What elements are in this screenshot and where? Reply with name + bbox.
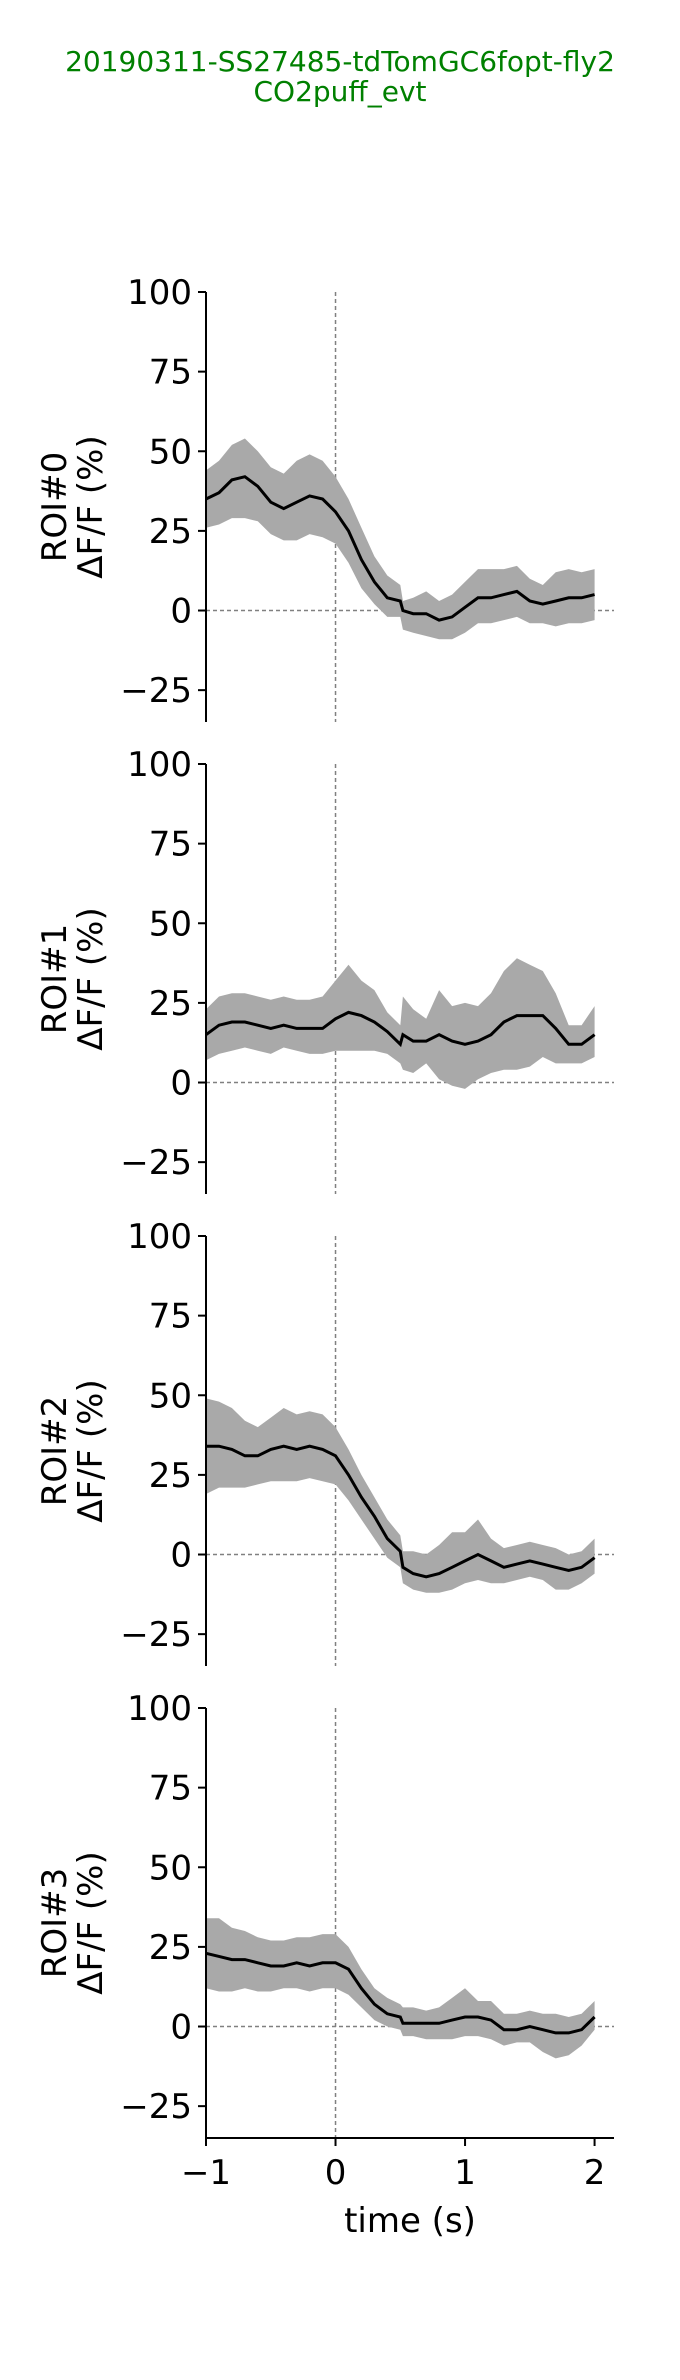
- x-axis-label: time (s): [344, 2201, 476, 2241]
- y-tick-label: 75: [149, 1297, 192, 1337]
- y-tick-label: −25: [120, 1615, 192, 1655]
- figure-title-line2: CO2puff_evt: [254, 75, 427, 108]
- y-tick-label: 50: [149, 1376, 192, 1416]
- panel-roi-2: 100 75 50 25 0 −25 ROI#2ΔF/F (%): [35, 1217, 614, 1666]
- error-band: [206, 1918, 595, 2059]
- y-tick-label: 0: [170, 1536, 192, 1576]
- mean-trace: [206, 1444, 596, 1579]
- y-tick-label: 0: [170, 2008, 192, 2048]
- y-tick-label: −25: [120, 671, 192, 711]
- x-tick-label: −1: [181, 2153, 231, 2193]
- error-band: [206, 958, 595, 1089]
- figure-title-line1: 20190311-SS27485-tdTomGC6fopt-fly2: [65, 45, 615, 78]
- y-tick-label: 25: [149, 1928, 192, 1968]
- y-axis-label-roi: ROI#2: [35, 1396, 75, 1507]
- y-tick-label: 0: [170, 1064, 192, 1104]
- y-tick-label: 100: [127, 1217, 192, 1257]
- y-tick-label: 100: [127, 745, 192, 785]
- y-axis-label-units: ΔF/F (%): [71, 1379, 111, 1522]
- y-axis-label-roi: ROI#0: [35, 452, 75, 563]
- y-axis-label-units: ΔF/F (%): [71, 435, 111, 578]
- panel-roi-0: 100 75 50 25 0 −25 ROI#0ΔF/F (%): [35, 273, 614, 722]
- x-tick-label: 2: [584, 2153, 606, 2193]
- y-tick-label: 25: [149, 1456, 192, 1496]
- panel-roi-1: 100 75 50 25 0 −25 ROI#1ΔF/F (%): [35, 745, 614, 1194]
- mean-trace: [205, 475, 595, 622]
- panel-roi-3: 100 75 50 25 0 −25 ROI#3ΔF/F (%) −1 0 1 2 time (s): [35, 1689, 614, 2241]
- y-tick-label: −25: [120, 1143, 192, 1183]
- y-tick-label: 75: [149, 1769, 192, 1809]
- y-tick-label: 50: [149, 432, 192, 472]
- y-tick-label: 100: [127, 273, 192, 313]
- x-tick-label: 1: [454, 2153, 476, 2193]
- y-tick-label: 0: [170, 592, 192, 632]
- error-band: [206, 438, 595, 640]
- y-axis-label-roi: ROI#1: [35, 924, 75, 1035]
- mean-trace: [205, 1010, 596, 1048]
- y-tick-label: 75: [149, 353, 192, 393]
- y-tick-label: −25: [120, 2087, 192, 2127]
- y-axis-label-units: ΔF/F (%): [71, 1851, 111, 1994]
- y-tick-label: 75: [149, 825, 192, 865]
- y-tick-label: 25: [149, 984, 192, 1024]
- y-axis-label-units: ΔF/F (%): [71, 907, 111, 1050]
- y-tick-label: 50: [149, 904, 192, 944]
- y-tick-label: 50: [149, 1848, 192, 1888]
- y-tick-label: 25: [149, 512, 192, 552]
- y-tick-label: 100: [127, 1689, 192, 1729]
- mean-trace: [205, 1951, 596, 2035]
- y-axis-label-roi: ROI#3: [35, 1868, 75, 1979]
- x-tick-label: 0: [325, 2153, 347, 2193]
